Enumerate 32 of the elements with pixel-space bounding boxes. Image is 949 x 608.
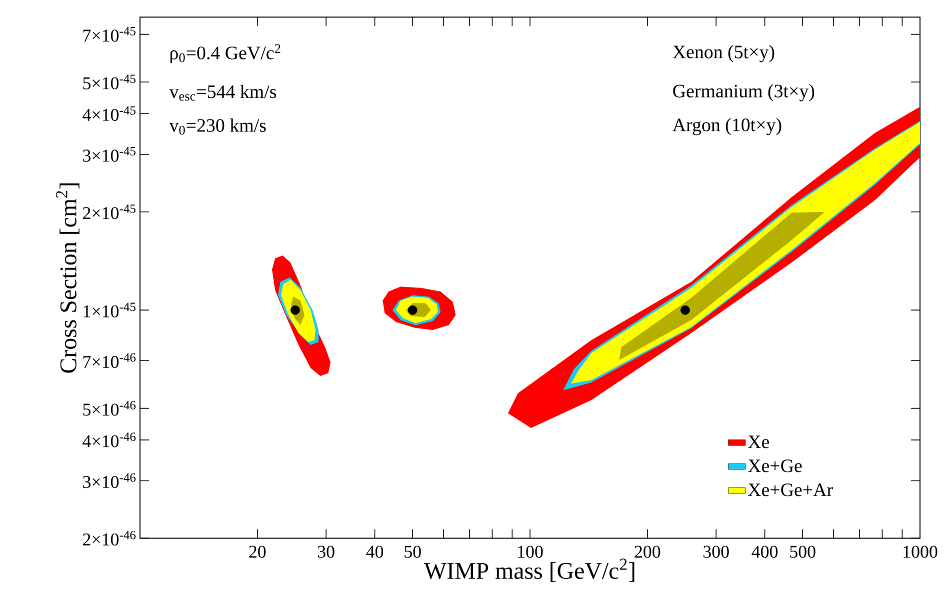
x-tick-label: 50 [404, 546, 421, 558]
annotation: Xenon (5t×y) [672, 45, 774, 62]
x-axis-title: WIMP mass [GeV/c$^{2}$] [424, 558, 634, 582]
y-tick-label: 2×10$^{-45}$ [83, 204, 136, 220]
legend-label: Xe+Ge+Ar [748, 484, 833, 496]
annotation: ρ$_{0}$=0.4 GeV/c$^{2}$ [170, 44, 280, 64]
x-tick-label: 1000 [904, 546, 938, 558]
x-tick-label: 200 [634, 546, 660, 558]
x-tick-label: 300 [703, 546, 729, 558]
y-tick-label: 2×10$^{-46}$ [83, 530, 136, 546]
y-tick-label: 5×10$^{-45}$ [83, 74, 136, 90]
y-tick-label: 5×10$^{-46}$ [83, 400, 136, 416]
annotation: v$_{0}$=230 km/s [169, 118, 266, 135]
annotation: Argon (10t×y) [672, 118, 782, 136]
x-tick-label: 100 [518, 546, 543, 558]
legend-label: Xe [748, 436, 770, 448]
y-tick-label: 4×10$^{-46}$ [82, 432, 136, 448]
legend-label: Xe+Ge [748, 460, 802, 472]
annotation: v$_{esc}$=544 km/s [169, 84, 276, 101]
x-tick-label: 20 [249, 546, 266, 558]
x-tick-label: 30 [318, 546, 334, 558]
annotation: Germanium (3t×y) [673, 84, 814, 102]
x-tick-label: 400 [752, 546, 778, 558]
y-tick-label: 4×10$^{-45}$ [82, 106, 136, 121]
y-tick-label: 7×10$^{-45}$ [83, 26, 136, 42]
y-axis-title: Cross Section [cm$^{2}$] [56, 183, 80, 373]
y-tick-label: 1×10$^{-45}$ [84, 302, 136, 318]
x-tick-label: 40 [366, 546, 384, 558]
y-tick-label: 3×10$^{-46}$ [83, 473, 136, 488]
y-tick-label: 7×10$^{-46}$ [83, 353, 136, 368]
y-tick-label: 3×10$^{-45}$ [83, 147, 136, 162]
x-tick-label: 500 [790, 546, 816, 558]
